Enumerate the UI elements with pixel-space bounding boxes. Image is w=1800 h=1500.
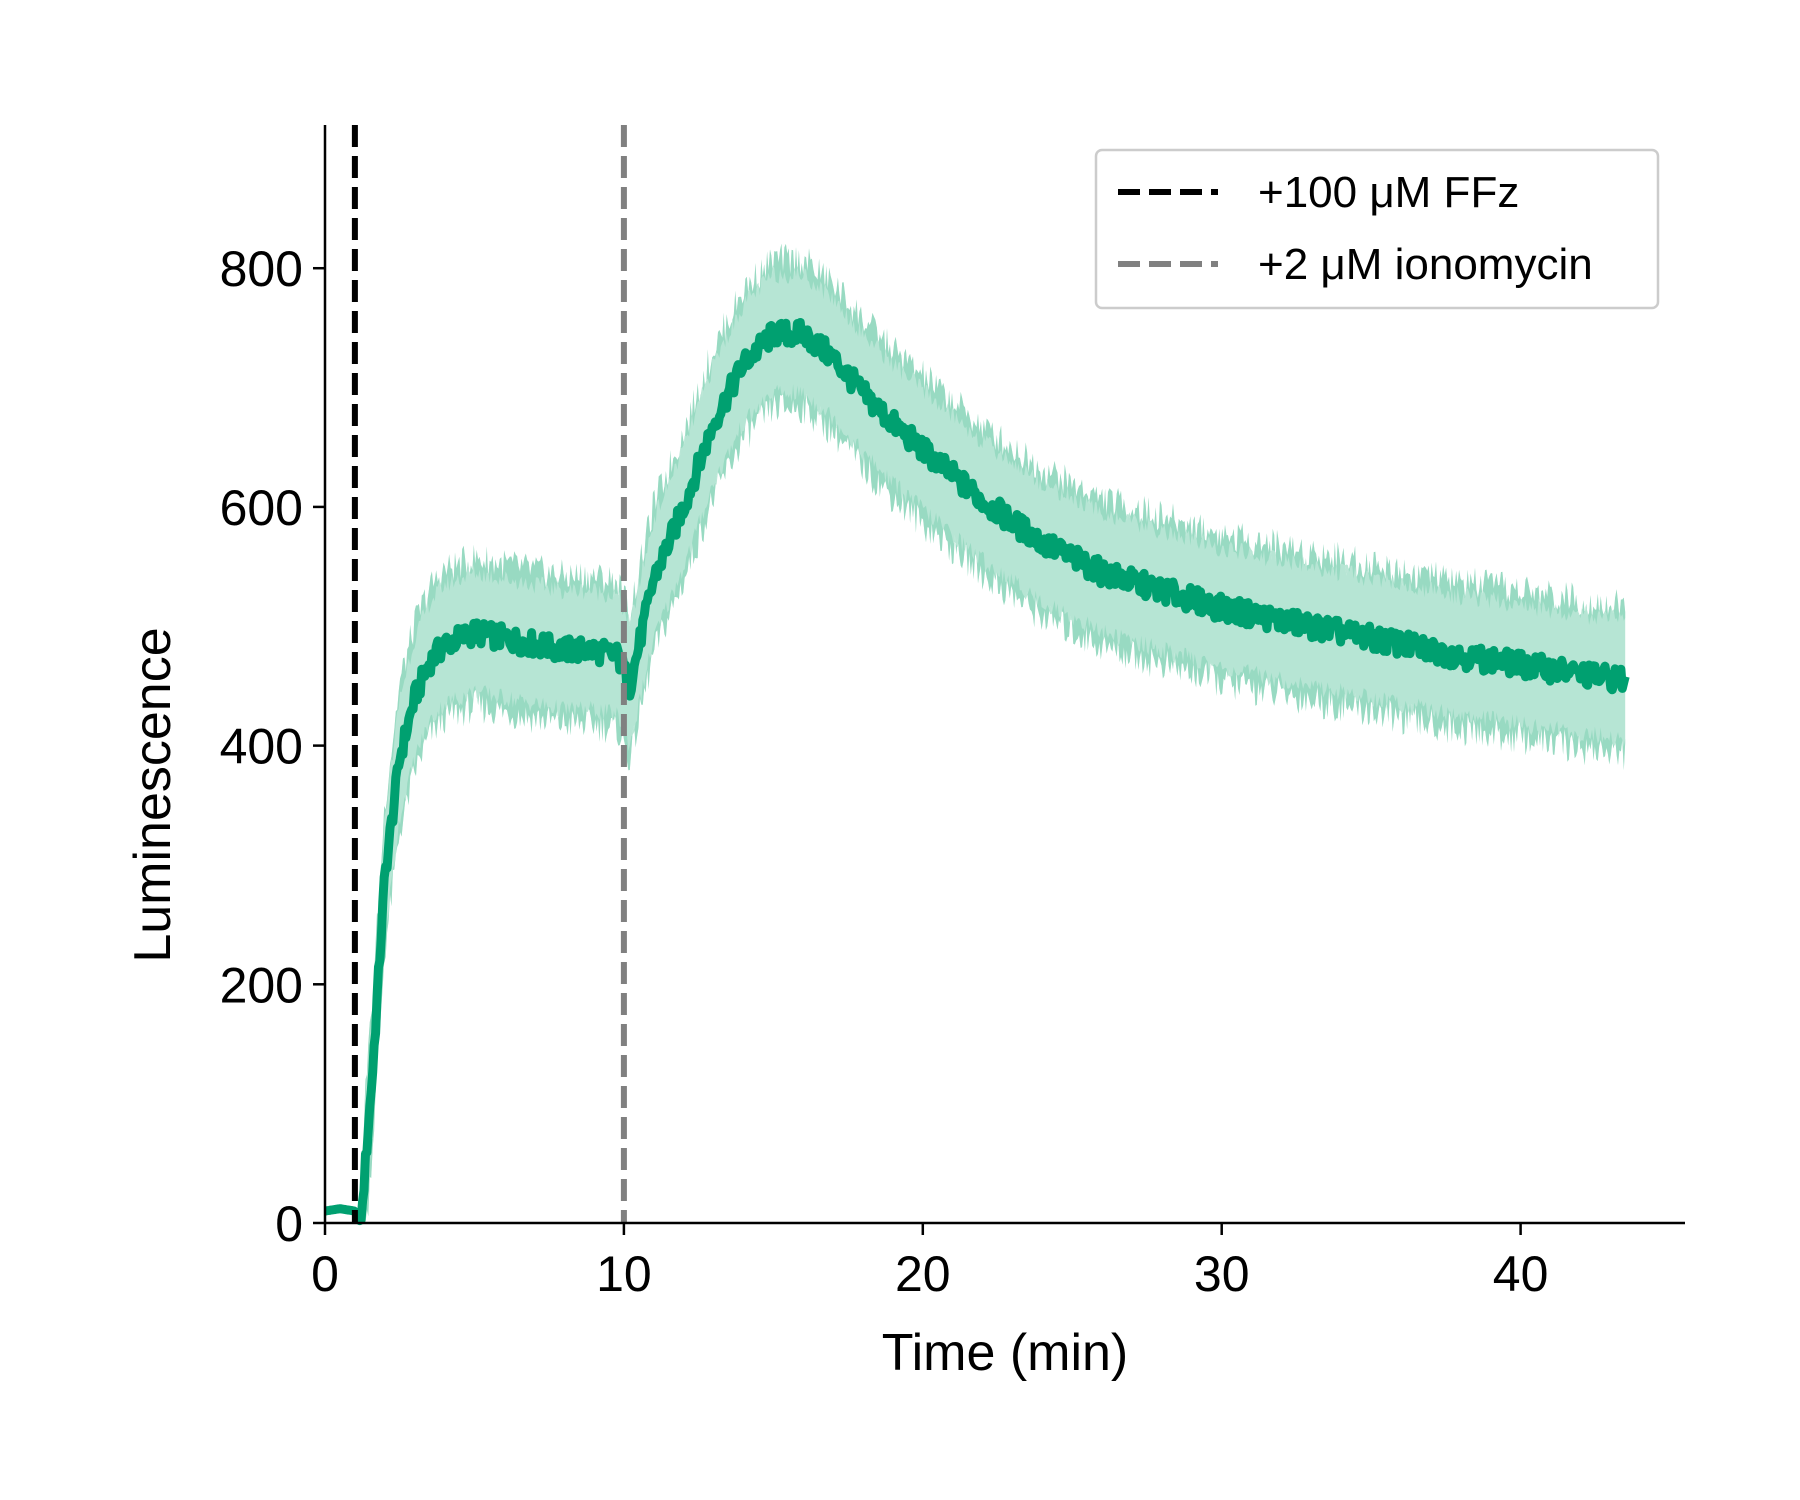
x-axis-label: Time (min) [882, 1324, 1129, 1382]
legend-label-ionomycin: +2 μM ionomycin [1258, 240, 1593, 289]
y-tick-label: 200 [220, 957, 303, 1013]
legend: +100 μM FFz +2 μM ionomycin [1094, 148, 1660, 310]
legend-frame [1094, 148, 1660, 310]
upper-band-edge [325, 243, 1626, 1221]
y-tick-label: 0 [275, 1196, 303, 1252]
x-tick-label: 40 [1493, 1246, 1549, 1302]
lower-band-edge [325, 384, 1626, 1224]
y-tick-label: 600 [220, 480, 303, 536]
x-tick-label: 20 [895, 1246, 951, 1302]
error-bands [325, 243, 1626, 1224]
x-tick-label: 0 [311, 1246, 339, 1302]
y-tick-label: 400 [220, 719, 303, 775]
x-tick-label: 10 [596, 1246, 652, 1302]
mean-trace-layer [321, 318, 1630, 1226]
legend-label-ffz: +100 μM FFz [1258, 168, 1519, 217]
y-axis-label: Luminescence [124, 627, 182, 962]
outer-error-band [325, 243, 1626, 1224]
y-tick-label: 800 [220, 241, 303, 297]
x-tick-label: 30 [1194, 1246, 1250, 1302]
treatment-markers [351, 125, 627, 1223]
mean-luminescence-line [321, 318, 1630, 1226]
